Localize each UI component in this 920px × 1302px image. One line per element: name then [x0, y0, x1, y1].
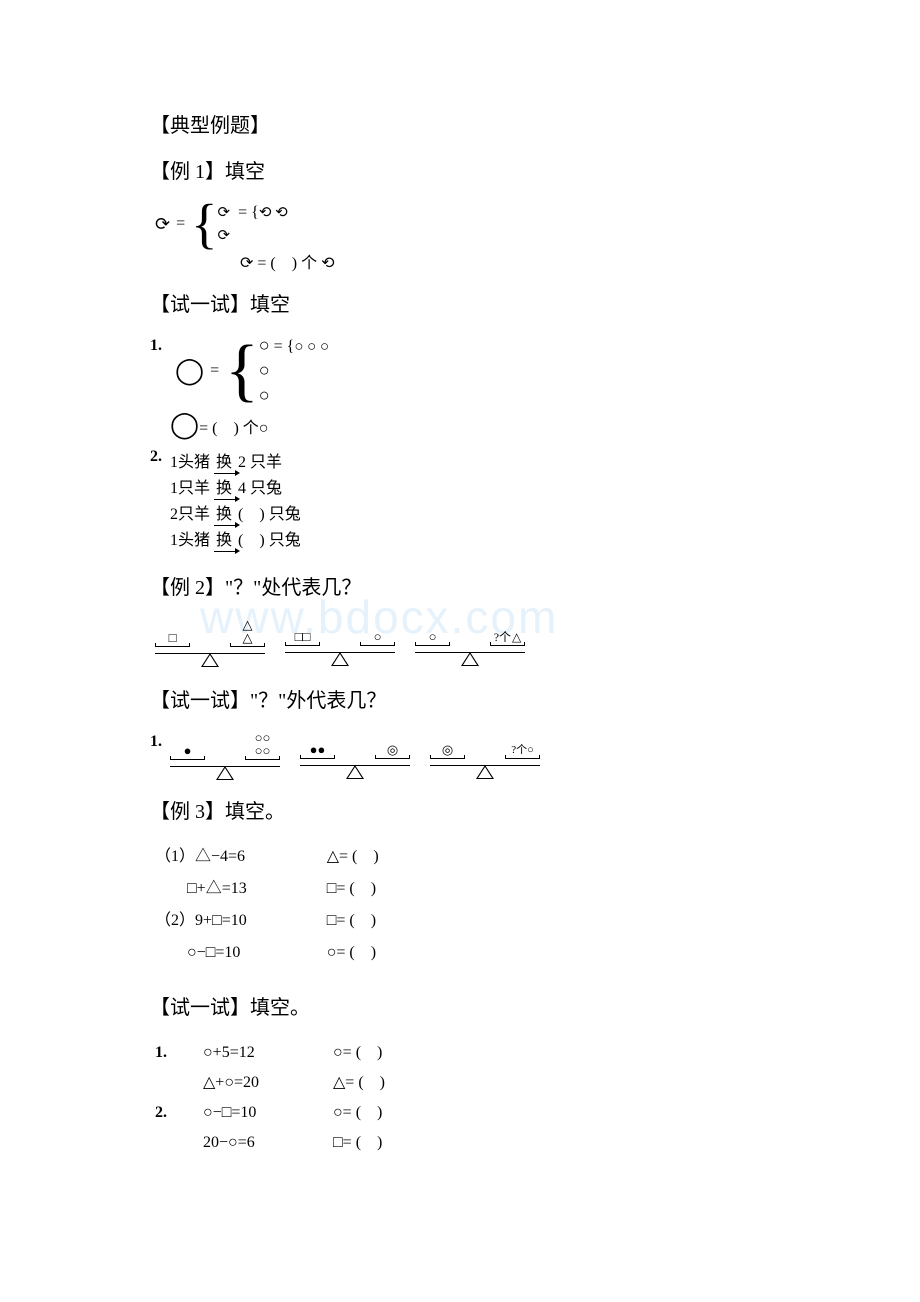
heading-ex2: 【例 2】"？"处代表几？ [150, 572, 770, 604]
page-content: 【典型例题】 【例 1】填空 ⟳ = { ⟳ = {⟲ ⟲ ⟳ ⟳ = ( ) … [150, 110, 770, 1152]
try3-equations: 1. ○+5=12 ○= ( ) △+○=20 △= ( ) 2. ○−□=10… [155, 1038, 770, 1152]
ex1-result: ⟳ = ( ) 个 ⟲ [240, 249, 770, 273]
heading-try1: 【试一试】填空 [150, 289, 770, 321]
heading-ex3: 【例 3】填空。 [150, 796, 770, 828]
heading-try2: 【试一试】"？"外代表几？ [150, 685, 770, 717]
ex3-equations: （1）△−4=6 □+△=13 （2）9+□=10 ○−□=10 △= ( ) … [155, 842, 770, 962]
try1-item1: 1. ◯ = { ○ = {○ ○ ○ ○ ○ ◯= ( ) 个○ [150, 335, 770, 440]
heading-ex1: 【例 1】填空 [150, 156, 770, 188]
ex2-balances: □ △△ □□ ○ ○ ?个△ [155, 618, 770, 667]
ex1-figure: ⟳ = { ⟳ = {⟲ ⟲ ⟳ ⟳ = ( ) 个 ⟲ [150, 202, 770, 273]
heading-try3: 【试一试】填空。 [150, 992, 770, 1024]
try1-item2: 2. 1头猪 换 2 只羊 1只羊 换 4 只兔 2只羊 换 ( ) 只兔 1头… [150, 446, 770, 552]
heading-typical: 【典型例题】 [150, 110, 770, 142]
try2-item1: 1. ● ○○○○ ●● ◎ ◎ ?个○ [150, 731, 770, 780]
